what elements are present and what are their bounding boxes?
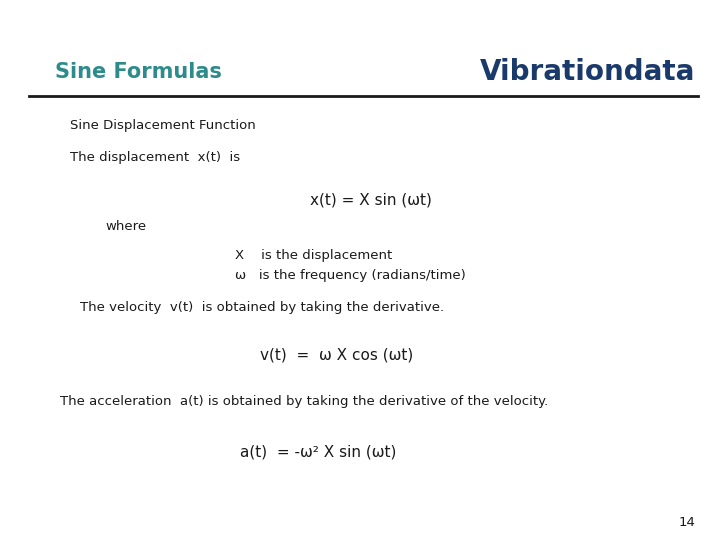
- Text: The velocity  v(t)  is obtained by taking the derivative.: The velocity v(t) is obtained by taking …: [80, 301, 444, 314]
- Text: ω   is the frequency (radians/time): ω is the frequency (radians/time): [235, 269, 466, 282]
- Text: v(t)  =  ω X cos (ωt): v(t) = ω X cos (ωt): [260, 348, 413, 362]
- Text: a(t)  = -ω² X sin (ωt): a(t) = -ω² X sin (ωt): [240, 444, 397, 460]
- Text: Vibrationdata: Vibrationdata: [480, 58, 695, 86]
- Text: X    is the displacement: X is the displacement: [235, 249, 392, 262]
- Text: The acceleration  a(t) is obtained by taking the derivative of the velocity.: The acceleration a(t) is obtained by tak…: [60, 395, 548, 408]
- Text: Sine Formulas: Sine Formulas: [55, 62, 222, 82]
- Text: where: where: [105, 219, 146, 233]
- Text: x(t) = X sin (ωt): x(t) = X sin (ωt): [310, 192, 432, 207]
- Text: 14: 14: [678, 516, 695, 529]
- Text: Sine Displacement Function: Sine Displacement Function: [70, 118, 256, 132]
- Text: The displacement  x(t)  is: The displacement x(t) is: [70, 151, 240, 164]
